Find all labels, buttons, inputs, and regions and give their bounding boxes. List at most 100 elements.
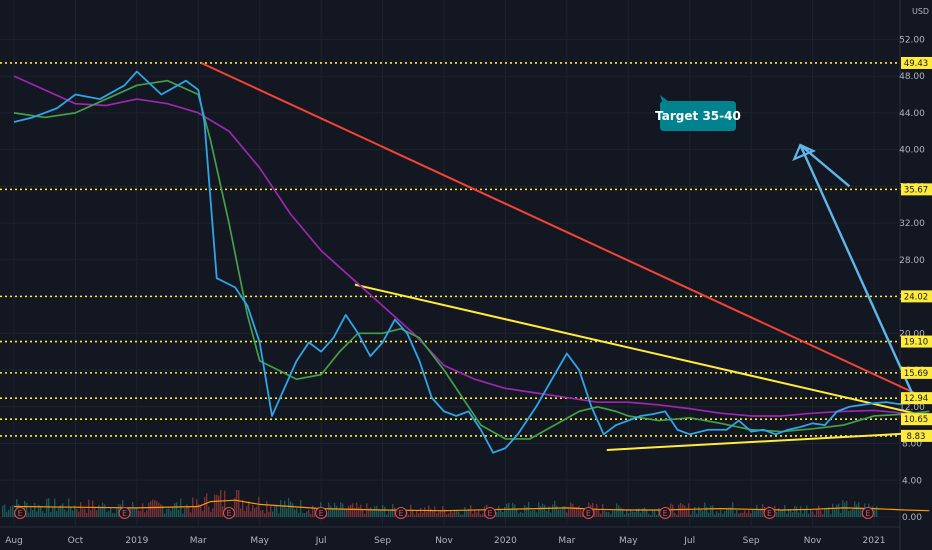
volume-bar: [460, 514, 462, 517]
volume-bar: [754, 510, 756, 517]
volume-bar: [296, 508, 298, 517]
volume-bar: [748, 510, 750, 517]
chart-grid: [0, 0, 901, 550]
volume-bar: [830, 514, 832, 517]
volume-bar: [646, 509, 648, 517]
volume-bar: [186, 504, 188, 517]
y-tick-label: 0.00: [902, 513, 922, 523]
x-tick-label: Mar: [190, 536, 207, 546]
volume-bar: [328, 502, 330, 517]
volume-bar: [304, 513, 306, 517]
volume-bar: [198, 503, 200, 517]
volume-bar: [476, 512, 478, 517]
earnings-marker: [484, 507, 497, 519]
volume-bar: [52, 506, 54, 517]
earnings-marker-label: E: [398, 509, 403, 518]
volume-bar: [518, 513, 520, 517]
earnings-marker: [763, 507, 776, 519]
volume-bar: [524, 505, 526, 517]
volume-bar: [874, 509, 876, 517]
volume-bar: [784, 505, 786, 517]
volume-bar: [242, 499, 244, 517]
volume-bar: [838, 503, 840, 517]
volume-bar: [90, 510, 92, 517]
volume-bar: [818, 505, 820, 517]
volume-bar: [218, 495, 220, 517]
volume-bar: [474, 510, 476, 517]
volume-bar: [350, 504, 352, 517]
y-tick-label: 44.00: [899, 109, 925, 119]
volume-bar: [614, 510, 616, 517]
volume-bar: [172, 507, 174, 517]
volume-bar: [274, 504, 276, 517]
volume-bar: [174, 503, 176, 517]
volume-bar: [376, 505, 378, 517]
earnings-marker-label: E: [488, 509, 493, 518]
volume-bar: [480, 514, 482, 517]
volume-bar: [568, 508, 570, 517]
volume-bar: [360, 504, 362, 517]
volume-bar: [266, 501, 268, 517]
volume-bar: [132, 501, 134, 517]
earnings-marker: [861, 507, 874, 519]
level-tag: 10.65: [904, 415, 928, 425]
volume-bar: [548, 506, 550, 517]
time-axis[interactable]: Aug Oct 2019 Mar May Jul Sep Nov 2020 Mar May Jul Se…: [5, 536, 885, 546]
volume-bar: [718, 512, 720, 517]
volume-bar: [690, 514, 692, 517]
volume-bar: [508, 502, 510, 517]
volume-bar: [648, 513, 650, 517]
volume-bar: [796, 506, 798, 517]
volume-bar: [362, 509, 364, 517]
chart-lines: [13, 62, 932, 454]
volume-bar: [808, 513, 810, 517]
level-tag: 35.67: [904, 185, 928, 195]
volume-bar: [712, 505, 714, 517]
level-tag-bg: [901, 392, 932, 405]
earnings-marker: [118, 507, 131, 519]
volume-bar: [630, 509, 632, 517]
volume-bar: [184, 508, 186, 517]
price-axis[interactable]: USD 0.004.008.0012.0016.0020.0024.0028.0…: [899, 7, 929, 523]
volume-bar: [822, 514, 824, 517]
volume-bar: [342, 503, 344, 517]
volume-bar: [632, 511, 634, 517]
volume-bar: [698, 506, 700, 517]
volume-bar: [364, 513, 366, 517]
level-tag-bg: [901, 366, 932, 379]
volume-bar: [4, 504, 6, 517]
volume-bar: [78, 511, 80, 517]
volume-bar: [268, 511, 270, 517]
volume-bar: [544, 504, 546, 517]
y-tick-label: 8.00: [902, 440, 922, 450]
volume-bar: [32, 510, 34, 517]
x-tick-label: Nov: [435, 536, 453, 546]
volume-bar: [238, 490, 240, 517]
y-tick-label: 4.00: [902, 476, 922, 486]
volume-bar: [134, 507, 136, 517]
volume-bar: [104, 504, 106, 517]
volume-bar: [24, 500, 26, 517]
target-arrow-head: [792, 143, 817, 162]
volume-bar: [12, 505, 14, 517]
volume-bar: [150, 501, 152, 517]
volume-bar: [450, 510, 452, 517]
volume-bar: [574, 506, 576, 517]
volume-bar: [40, 505, 42, 517]
volume-bar: [418, 513, 420, 517]
volume-bar: [16, 499, 18, 517]
volume-bar: [210, 511, 212, 517]
volume-bar: [636, 509, 638, 517]
volume-bar: [482, 513, 484, 517]
x-tick-label: Mar: [558, 536, 575, 546]
volume-bar: [72, 510, 74, 517]
volume-bar: [420, 508, 422, 517]
volume-bar: [734, 513, 736, 517]
volume-bar: [608, 511, 610, 517]
volume-bar: [48, 498, 50, 517]
volume-bar: [116, 508, 118, 517]
volume-bar: [826, 508, 828, 517]
volume-bar: [378, 509, 380, 517]
volume-bar: [222, 506, 224, 517]
